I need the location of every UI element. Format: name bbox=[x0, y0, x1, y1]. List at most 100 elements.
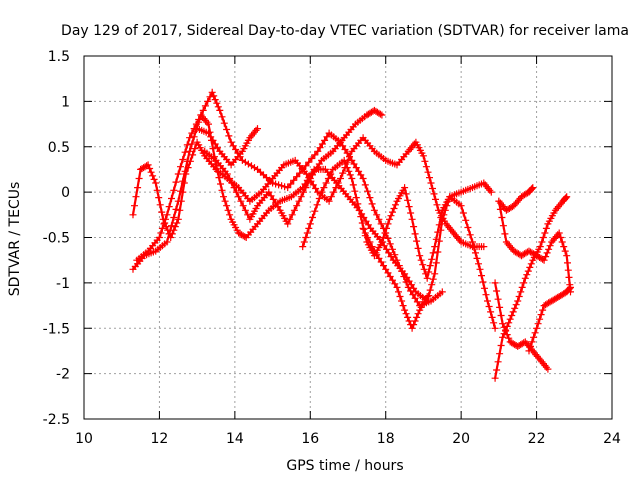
data-point-marker bbox=[391, 280, 399, 288]
data-point-marker bbox=[401, 306, 409, 314]
data-point-marker bbox=[485, 303, 493, 310]
data-point-marker bbox=[376, 110, 384, 118]
data-point-marker bbox=[290, 176, 298, 184]
data-point-marker bbox=[514, 297, 522, 305]
data-point-marker bbox=[395, 288, 402, 296]
data-point-marker bbox=[430, 190, 438, 198]
data-point-marker bbox=[343, 149, 351, 157]
data-point-marker bbox=[493, 366, 501, 374]
data-point-marker bbox=[267, 192, 275, 200]
data-point-marker bbox=[346, 171, 354, 179]
data-point-marker bbox=[426, 174, 433, 182]
data-point-marker bbox=[217, 180, 224, 188]
x-tick-label: 24 bbox=[603, 431, 621, 447]
data-point-marker bbox=[410, 223, 418, 231]
data-point-marker bbox=[269, 195, 277, 203]
data-point-marker bbox=[404, 196, 412, 204]
data-point-marker bbox=[411, 317, 419, 325]
y-tick-label: -2 bbox=[56, 367, 70, 383]
data-point-marker bbox=[323, 133, 331, 141]
data-point-marker bbox=[378, 238, 386, 246]
data-point-marker bbox=[378, 111, 386, 119]
data-point-marker bbox=[186, 147, 194, 155]
data-point-marker bbox=[223, 170, 231, 178]
data-point-marker bbox=[494, 358, 502, 366]
data-point-marker bbox=[399, 302, 407, 310]
data-point-marker bbox=[383, 224, 390, 232]
data-point-marker bbox=[499, 222, 507, 230]
data-point-marker bbox=[225, 132, 233, 140]
data-point-marker bbox=[478, 272, 485, 280]
data-point-marker bbox=[482, 291, 490, 299]
data-point-marker bbox=[186, 134, 194, 142]
data-point-marker bbox=[434, 248, 442, 256]
data-point-marker bbox=[389, 208, 396, 216]
y-tick-label: 1.5 bbox=[48, 49, 70, 65]
data-point-marker bbox=[327, 170, 335, 178]
data-point-marker bbox=[476, 265, 484, 273]
data-point-marker bbox=[318, 188, 326, 196]
data-point-marker bbox=[407, 209, 415, 217]
data-point-marker bbox=[160, 220, 168, 228]
data-point-marker bbox=[420, 265, 428, 273]
data-point-marker bbox=[172, 178, 180, 186]
data-point-marker bbox=[401, 270, 409, 278]
data-point-marker bbox=[523, 271, 531, 279]
data-point-marker bbox=[167, 234, 175, 241]
data-point-marker bbox=[188, 140, 196, 148]
data-point-marker bbox=[215, 174, 223, 182]
data-point-marker bbox=[313, 164, 321, 172]
data-point-marker bbox=[480, 243, 488, 251]
data-point-marker bbox=[387, 212, 395, 220]
data-point-marker bbox=[563, 252, 571, 260]
data-point-marker bbox=[407, 281, 415, 289]
data-point-marker bbox=[491, 374, 499, 382]
data-point-marker bbox=[300, 188, 307, 196]
data-point-marker bbox=[174, 215, 182, 223]
axis-ticks: 10 12 14 16 18 20 22 24 -2.5 -2 -1.5 -1 -0.5 0 0.5 1 1.5 bbox=[43, 49, 621, 447]
data-point-marker bbox=[509, 308, 517, 316]
data-point-marker bbox=[544, 365, 552, 373]
data-point-marker bbox=[426, 262, 434, 270]
data-point-marker bbox=[416, 252, 424, 260]
data-point-marker bbox=[309, 181, 317, 189]
data-point-marker bbox=[132, 193, 140, 201]
data-point-marker bbox=[405, 277, 413, 285]
data-point-marker bbox=[340, 156, 348, 164]
data-point-marker bbox=[165, 203, 173, 211]
y-tick-label: -1 bbox=[56, 276, 70, 292]
series-track bbox=[299, 156, 495, 282]
data-point-marker bbox=[410, 321, 418, 329]
series-track bbox=[193, 125, 261, 169]
data-point-marker bbox=[431, 270, 439, 278]
data-point-marker bbox=[488, 313, 496, 321]
data-point-marker bbox=[499, 333, 507, 341]
data-point-marker bbox=[539, 234, 547, 241]
data-point-marker bbox=[538, 238, 546, 246]
x-tick-label: 18 bbox=[377, 431, 395, 447]
data-point-marker bbox=[364, 187, 372, 195]
data-point-marker bbox=[284, 184, 292, 192]
data-point-marker bbox=[295, 197, 303, 205]
x-tick-label: 20 bbox=[452, 431, 470, 447]
data-point-marker bbox=[536, 243, 544, 251]
data-point-marker bbox=[220, 119, 228, 127]
data-point-marker bbox=[129, 211, 137, 219]
data-point-marker bbox=[230, 184, 238, 192]
data-point-marker bbox=[565, 273, 573, 281]
y-tick-label: 0 bbox=[61, 185, 70, 201]
data-point-marker bbox=[386, 273, 394, 280]
data-point-marker bbox=[392, 201, 399, 209]
data-point-marker bbox=[179, 188, 187, 196]
data-point-marker bbox=[435, 221, 443, 229]
data-point-marker bbox=[527, 260, 535, 268]
data-point-marker bbox=[428, 255, 436, 263]
data-point-marker bbox=[490, 319, 498, 327]
data-point-marker bbox=[341, 146, 349, 153]
data-point-marker bbox=[484, 297, 491, 305]
data-point-marker bbox=[205, 129, 212, 137]
data-point-marker bbox=[346, 153, 353, 161]
x-tick-label: 16 bbox=[301, 431, 319, 447]
data-point-marker bbox=[352, 194, 360, 202]
data-point-marker bbox=[413, 313, 421, 321]
